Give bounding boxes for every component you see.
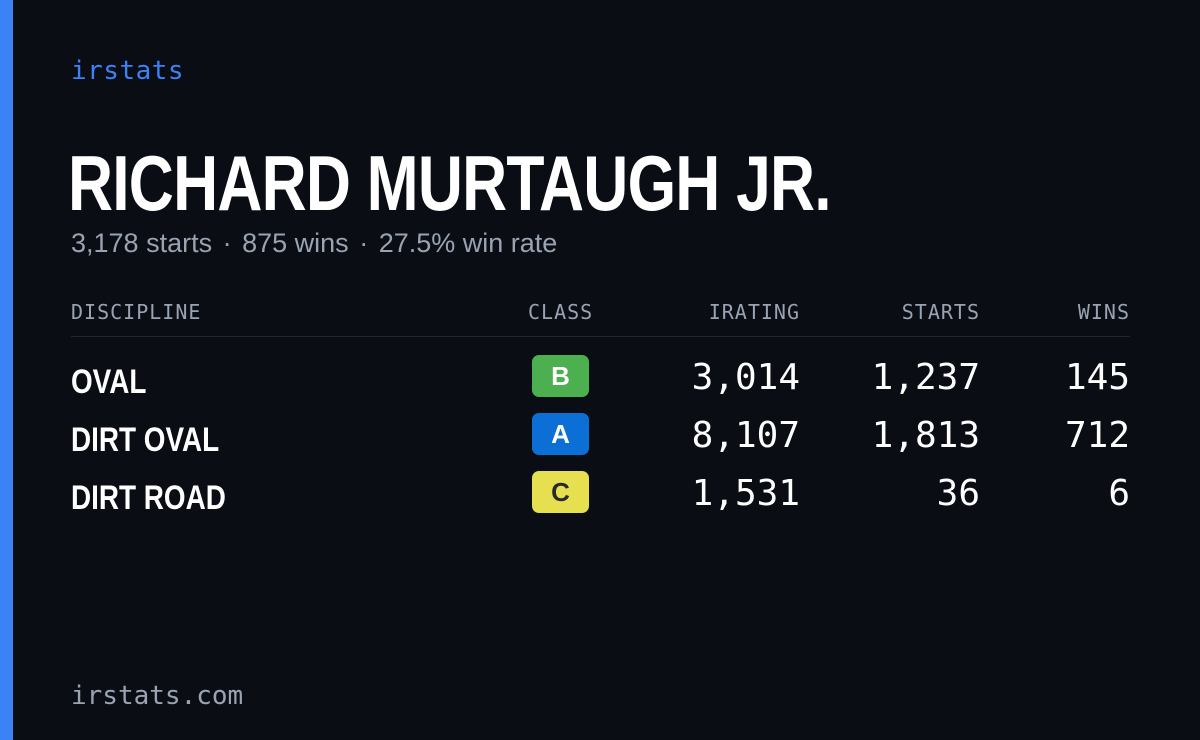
discipline-cell: DIRT OVAL xyxy=(71,421,220,459)
irating-cell: 1,531 xyxy=(691,473,800,514)
header-discipline: DISCIPLINE xyxy=(71,300,202,324)
wins-cell: 712 xyxy=(1064,415,1130,456)
wins-cell: 145 xyxy=(1064,357,1130,398)
header-wins: WINS xyxy=(1077,300,1130,324)
table-header: DISCIPLINE CLASS IRATING STARTS WINS xyxy=(71,296,1130,337)
irating-cell: 8,107 xyxy=(691,415,800,456)
starts-cell: 1,237 xyxy=(871,357,980,398)
driver-summary: 3,178 starts · 875 wins · 27.5% win rate xyxy=(71,228,557,259)
starts-cell: 1,813 xyxy=(871,415,980,456)
accent-bar xyxy=(0,0,13,740)
summary-win-rate: 27.5% win rate xyxy=(378,228,558,258)
summary-starts: 3,178 starts xyxy=(71,228,213,258)
driver-name: RICHARD MURTAUGH JR. xyxy=(68,139,832,227)
wins-cell: 6 xyxy=(1108,473,1130,514)
table-row: OVAL B 3,014 1,237 145 xyxy=(71,353,1130,411)
starts-cell: 36 xyxy=(936,473,980,514)
discipline-cell: DIRT ROAD xyxy=(71,479,226,517)
table-body: OVAL B 3,014 1,237 145 DIRT OVAL A 8,107… xyxy=(71,337,1130,527)
discipline-cell: OVAL xyxy=(71,363,147,401)
summary-separator: · xyxy=(359,228,369,258)
header-irating: IRATING xyxy=(708,300,800,324)
header-class: CLASS xyxy=(528,300,594,324)
brand-logo: irstats xyxy=(71,56,185,86)
class-badge: C xyxy=(532,471,589,513)
class-badge: B xyxy=(532,355,589,397)
table-row: DIRT OVAL A 8,107 1,813 712 xyxy=(71,411,1130,469)
header-starts: STARTS xyxy=(901,300,980,324)
stats-table: DISCIPLINE CLASS IRATING STARTS WINS OVA… xyxy=(71,296,1130,527)
irating-cell: 3,014 xyxy=(691,357,800,398)
summary-separator: · xyxy=(222,228,232,258)
class-badge: A xyxy=(532,413,589,455)
table-row: DIRT ROAD C 1,531 36 6 xyxy=(71,469,1130,527)
summary-wins: 875 wins xyxy=(242,228,349,258)
footer-url[interactable]: irstats.com xyxy=(71,681,244,711)
